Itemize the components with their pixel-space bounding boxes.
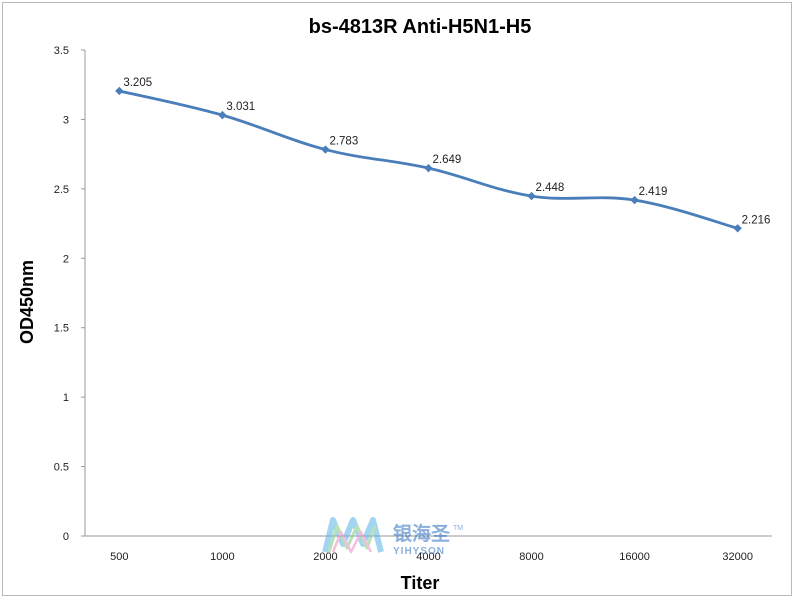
y-tick-label: 0 [63,531,69,543]
data-point-marker [115,86,124,96]
series-group: 3.205 3.031 2.783 2.649 2.448 2.419 2.216 [115,77,770,233]
y-tick-label: 1.5 [54,323,69,335]
data-point-marker [630,195,639,205]
x-tick-label: 4000 [416,551,440,563]
watermark-trademark: TM [453,525,463,532]
data-point-marker [527,191,536,201]
data-label: 2.419 [639,186,668,198]
y-tick-label: 0.5 [54,462,69,474]
data-label: 3.205 [123,77,152,89]
y-axis-ticks: 0 0.5 1 1.5 2 2.5 3 3.5 [54,45,85,543]
y-tick-label: 2 [63,253,69,265]
y-tick-label: 3.5 [54,45,69,57]
x-tick-label: 16000 [619,551,650,563]
y-tick-label: 3 [63,114,69,126]
data-label: 2.783 [329,136,358,148]
data-point-marker [218,110,227,120]
data-point-marker [733,224,742,233]
y-axis-title: OD450nm [17,260,37,344]
data-point-marker [424,163,433,173]
watermark-brand-en: YIHYSON [393,546,445,557]
data-label: 2.448 [536,182,565,194]
x-tick-label: 2000 [313,551,337,563]
x-axis-ticks: 500 1000 2000 4000 8000 16000 32000 [110,551,753,563]
y-tick-label: 2.5 [54,184,69,196]
data-label: 2.649 [433,154,462,166]
y-tick-label: 1 [63,392,69,404]
series-line [119,89,739,230]
x-tick-label: 500 [110,551,128,563]
watermark-logo: 银海圣 TM YIHYSON [322,517,463,557]
x-tick-label: 8000 [519,551,543,563]
chart-title: bs-4813R Anti-H5N1-H5 [309,16,532,38]
data-label: 2.216 [742,214,771,226]
data-point-marker [321,145,330,154]
x-axis-title: Titer [401,573,440,593]
watermark-brand-cn: 银海圣 [393,522,451,545]
x-tick-label: 32000 [722,551,753,563]
data-label: 3.031 [226,101,255,113]
x-tick-label: 1000 [210,551,234,563]
